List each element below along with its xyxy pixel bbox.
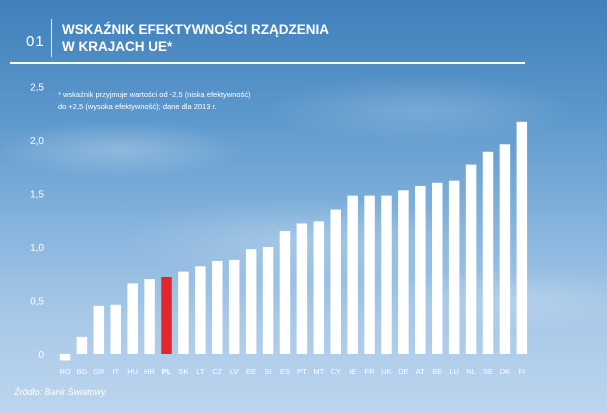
x-tick-label-mt: MT [313, 367, 324, 376]
chart-footnote: * wskaźnik przyjmuje wartości od -2,5 (n… [58, 89, 338, 113]
x-tick-label-se: SE [483, 367, 493, 376]
x-tick-label-hr: HR [144, 367, 155, 376]
x-tick-label-ro: RO [59, 367, 70, 376]
bar-fr [364, 195, 375, 354]
bar-si [262, 247, 274, 354]
chart-title: WSKAŹNIK EFEKTYWNOŚCI RZĄDZENIA W KRAJAC… [62, 21, 362, 55]
x-tick-label-ee: EE [246, 367, 256, 376]
y-tick-label: 1,0 [30, 243, 44, 254]
y-tick-label: 2,5 [30, 83, 44, 94]
bar-mt [313, 221, 325, 354]
bar-hr [144, 279, 155, 354]
y-tick-label: 2,0 [30, 136, 44, 147]
x-tick-label-lu: LU [449, 367, 459, 376]
x-tick-label-de: DE [398, 367, 408, 376]
x-tick-label-fr: FR [365, 367, 376, 376]
x-tick-label-sk: SK [178, 367, 188, 376]
x-tick-label-cz: CZ [212, 367, 222, 376]
bar-at [415, 186, 426, 354]
bar-ie [347, 195, 358, 354]
source-note: Źródło: Bank Światowy. [14, 387, 108, 397]
x-tick-label-pt: PT [297, 367, 307, 376]
x-tick-label-lt: LT [196, 367, 205, 376]
header-rule [10, 62, 525, 64]
bar-lu [448, 180, 460, 354]
x-tick-label-gr: GR [93, 367, 105, 376]
x-tick-label-nl: NL [466, 367, 476, 376]
bar-cy [330, 209, 341, 354]
chart-header: 01 WSKAŹNIK EFEKTYWNOŚCI RZĄDZENIA W KRA… [14, 16, 574, 57]
bar-lv [228, 259, 240, 354]
bar-es [279, 230, 291, 354]
bar-se [482, 151, 494, 354]
bar-gr [93, 305, 105, 354]
bar-pl [161, 276, 172, 354]
x-tick-label-pl: PL [162, 367, 172, 376]
bar-bg [76, 336, 88, 354]
bar-ro [59, 354, 71, 361]
chart-title-line-1: WSKAŹNIK EFEKTYWNOŚCI RZĄDZENIA [62, 22, 329, 37]
x-tick-label-at: AT [416, 367, 425, 376]
x-tick-label-hu: HU [127, 367, 138, 376]
x-tick-label-it: IT [112, 367, 119, 376]
x-tick-label-si: SI [264, 367, 271, 376]
x-tick-label-cy: CY [331, 367, 341, 376]
chart-title-line-2: W KRAJACH UE* [62, 39, 173, 54]
bar-hu [127, 283, 138, 354]
x-tick-label-fi: FI [519, 367, 526, 376]
footnote-line-1: * wskaźnik przyjmuje wartości od -2,5 (n… [58, 90, 251, 99]
figure-number: 01 [26, 33, 45, 50]
x-tick-label-dk: DK [500, 367, 510, 376]
bar-dk [499, 144, 511, 354]
x-tick-label-lv: LV [230, 367, 239, 376]
footnote-line-2: do +2,5 (wysoka efektywność); dane dla 2… [58, 102, 217, 111]
x-tick-label-be: BE [432, 367, 442, 376]
x-tick-label-uk: UK [381, 367, 391, 376]
y-tick-label: 0 [38, 350, 44, 361]
y-tick-label: 0,5 [30, 297, 44, 308]
bar-it [110, 304, 122, 354]
x-tick-label-es: ES [280, 367, 290, 376]
bar-sk [178, 271, 189, 354]
header-divider [51, 19, 52, 57]
bar-lt [195, 266, 206, 354]
y-tick-label: 1,5 [30, 190, 44, 201]
bar-uk [381, 195, 392, 354]
bar-pt [296, 223, 308, 354]
bar-ee [245, 249, 257, 354]
x-tick-label-ie: IE [349, 367, 356, 376]
x-tick-label-bg: BG [76, 367, 87, 376]
bar-cz [212, 260, 223, 354]
bar-be [431, 182, 443, 354]
bar-fi [516, 121, 528, 354]
bar-nl [465, 164, 477, 354]
bar-de [398, 190, 409, 354]
